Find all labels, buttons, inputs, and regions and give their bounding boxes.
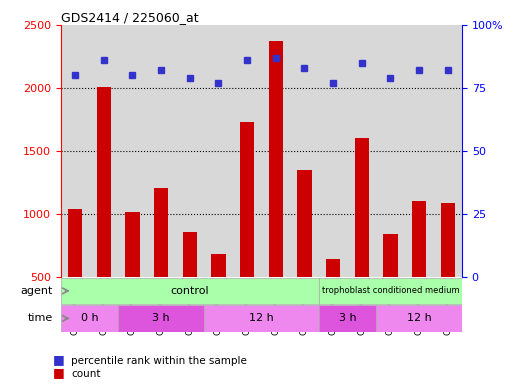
- Text: time: time: [27, 313, 53, 323]
- Bar: [297, 170, 312, 340]
- Bar: [440, 203, 455, 340]
- Bar: [376, 305, 462, 332]
- Bar: [354, 139, 369, 340]
- Bar: [118, 305, 204, 332]
- Bar: [269, 41, 283, 340]
- Bar: [383, 233, 398, 340]
- Bar: [68, 209, 82, 340]
- Bar: [183, 232, 197, 340]
- Bar: [326, 260, 340, 340]
- Bar: [412, 201, 426, 340]
- Bar: [240, 122, 254, 340]
- Text: agent: agent: [20, 286, 53, 296]
- Text: 3 h: 3 h: [338, 313, 356, 323]
- Text: GDS2414 / 225060_at: GDS2414 / 225060_at: [61, 11, 199, 24]
- Bar: [154, 188, 168, 340]
- Text: ■: ■: [53, 353, 64, 366]
- Bar: [204, 305, 319, 332]
- Text: trophoblast conditioned medium: trophoblast conditioned medium: [322, 286, 459, 295]
- Text: count: count: [71, 369, 101, 379]
- Text: percentile rank within the sample: percentile rank within the sample: [71, 356, 247, 366]
- Bar: [211, 255, 225, 340]
- Text: 12 h: 12 h: [407, 313, 431, 323]
- Bar: [319, 278, 462, 304]
- Bar: [125, 212, 139, 340]
- Text: control: control: [171, 286, 209, 296]
- Text: 0 h: 0 h: [81, 313, 98, 323]
- Text: ■: ■: [53, 366, 64, 379]
- Bar: [97, 87, 111, 340]
- Text: 12 h: 12 h: [249, 313, 274, 323]
- Bar: [61, 278, 319, 304]
- Bar: [61, 305, 118, 332]
- Text: 3 h: 3 h: [152, 313, 170, 323]
- Bar: [319, 305, 376, 332]
